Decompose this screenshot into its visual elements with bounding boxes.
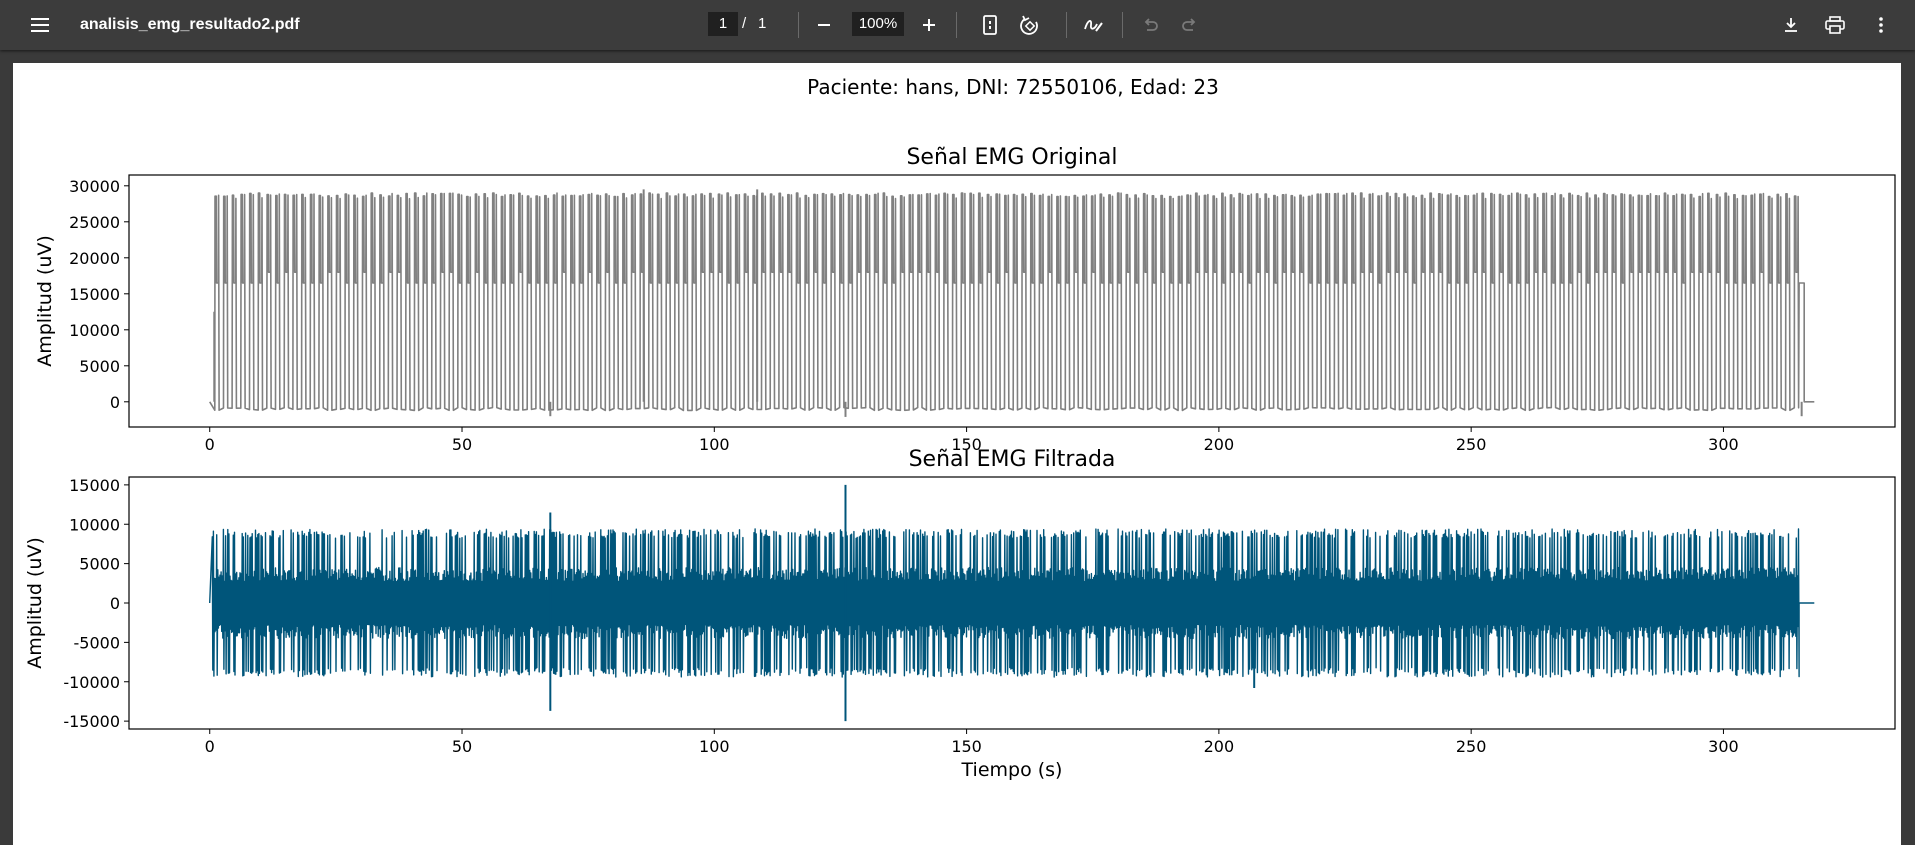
signal-line xyxy=(209,528,1815,678)
redo-icon[interactable] xyxy=(1173,8,1207,42)
x-tick-label: 200 xyxy=(1204,435,1235,454)
y-tick-label: 15000 xyxy=(69,476,120,495)
y-tick-label: 10000 xyxy=(69,515,120,534)
print-icon[interactable] xyxy=(1818,8,1852,42)
menu-icon[interactable] xyxy=(23,8,57,42)
y-tick-label: 5000 xyxy=(79,357,120,376)
chart-original: Señal EMG Original Amplitud (uV) 0 50 100 1… xyxy=(34,145,1896,454)
pdf-toolbar: analisis_emg_resultado2.pdf 1 / 1 100% xyxy=(0,0,1915,50)
undo-icon[interactable] xyxy=(1133,8,1167,42)
y-axis-label: Amplitud (uV) xyxy=(34,235,56,367)
page-canvas: Paciente: hans, DNI: 72550106, Edad: 23 … xyxy=(24,75,1896,781)
x-tick-label: 300 xyxy=(1708,435,1739,454)
chart-title: Señal EMG Original xyxy=(906,145,1117,170)
y-tick-label: 0 xyxy=(110,594,120,613)
x-tick-label: 50 xyxy=(452,435,472,454)
fit-page-icon[interactable] xyxy=(973,8,1007,42)
page-total: 1 xyxy=(758,15,767,32)
y-tick-label: 25000 xyxy=(69,213,120,232)
y-tick-label: -15000 xyxy=(63,712,120,731)
x-tick-label: 0 xyxy=(205,435,215,454)
toolbar-divider xyxy=(1066,12,1067,38)
zoom-out-icon[interactable] xyxy=(807,8,841,42)
page-separator: / xyxy=(742,15,747,32)
x-tick-label: 100 xyxy=(699,737,730,756)
patient-header: Paciente: hans, DNI: 72550106, Edad: 23 xyxy=(807,75,1219,99)
x-tick-label: 0 xyxy=(205,737,215,756)
toolbar-divider xyxy=(798,12,799,38)
signal-line xyxy=(209,192,1815,412)
x-tick-label: 200 xyxy=(1204,737,1235,756)
page-number-input[interactable]: 1 xyxy=(708,12,738,36)
y-tick-label: 10000 xyxy=(69,321,120,340)
zoom-in-icon[interactable] xyxy=(912,8,946,42)
y-tick-label: 15000 xyxy=(69,285,120,304)
y-tick-label: 20000 xyxy=(69,249,120,268)
pdf-page: Paciente: hans, DNI: 72550106, Edad: 23 … xyxy=(13,63,1901,845)
rotate-icon[interactable] xyxy=(1013,8,1047,42)
pdf-viewer[interactable]: Paciente: hans, DNI: 72550106, Edad: 23 … xyxy=(0,50,1915,845)
y-tick-label: 5000 xyxy=(79,555,120,574)
y-tick-label: -5000 xyxy=(74,633,121,652)
x-axis-label: Tiempo (s) xyxy=(961,759,1063,781)
annotate-icon[interactable] xyxy=(1077,8,1111,42)
x-tick-label: 150 xyxy=(951,737,982,756)
x-tick-label: 100 xyxy=(699,435,730,454)
toolbar-divider xyxy=(1122,12,1123,38)
x-tick-label: 250 xyxy=(1456,737,1487,756)
x-tick-label: 50 xyxy=(452,737,472,756)
x-tick-label: 150 xyxy=(951,435,982,454)
download-icon[interactable] xyxy=(1774,8,1808,42)
document-title: analisis_emg_resultado2.pdf xyxy=(80,16,300,33)
y-axis-label: Amplitud (uV) xyxy=(24,537,46,669)
x-tick-label: 300 xyxy=(1708,737,1739,756)
y-tick-label: 30000 xyxy=(69,177,120,196)
chart-title: Señal EMG Filtrada xyxy=(909,447,1116,472)
y-tick-label: 0 xyxy=(110,393,120,412)
toolbar-divider xyxy=(956,12,957,38)
zoom-input[interactable]: 100% xyxy=(852,12,904,36)
axes-frame xyxy=(128,174,1896,428)
chart-filtered: Señal EMG Filtrada Amplitud (uV) Tiempo … xyxy=(24,447,1896,781)
more-icon[interactable] xyxy=(1864,8,1898,42)
y-tick-label: -10000 xyxy=(63,673,120,692)
x-tick-label: 250 xyxy=(1456,435,1487,454)
